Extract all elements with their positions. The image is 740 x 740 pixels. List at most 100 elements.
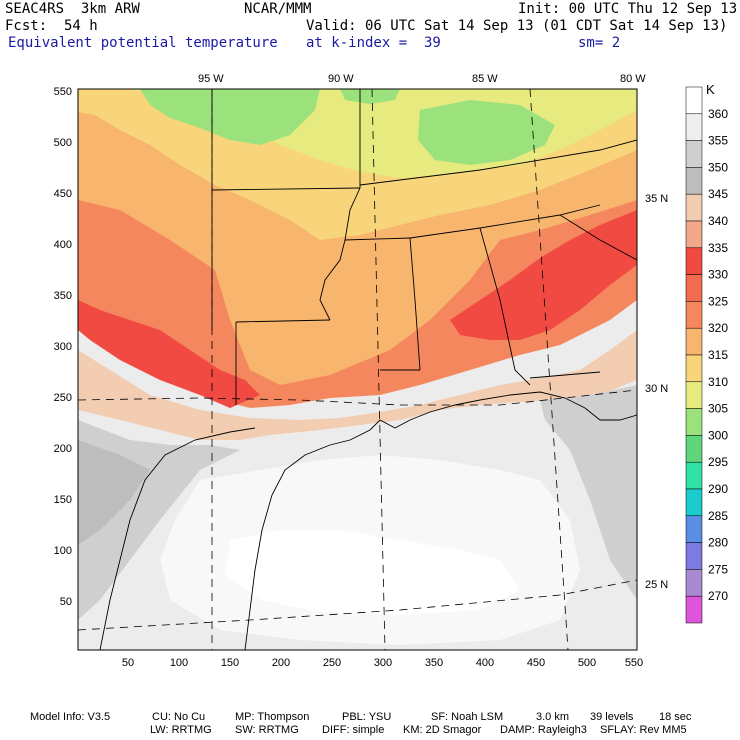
x-tick: 50	[122, 657, 134, 669]
title-model: SEAC4RS 3km ARW	[5, 1, 140, 17]
colorbar-swatch	[685, 408, 703, 436]
colorbar-swatch	[685, 515, 703, 543]
footer-item: DAMP: Rayleigh3	[500, 724, 587, 736]
colorbar-swatch	[685, 193, 703, 222]
x-tick: 100	[170, 657, 188, 669]
colorbar-label: 320	[708, 321, 728, 335]
field-name: Equivalent potential temperature	[8, 35, 278, 51]
y-tick: 450	[54, 188, 72, 200]
colorbar-unit: K	[706, 82, 715, 97]
footer-item: SW: RRTMG	[235, 724, 299, 736]
lon-label-95w: 95 W	[198, 73, 224, 85]
map-frame	[77, 88, 638, 651]
footer-item: DIFF: simple	[322, 724, 385, 736]
footer-item: PBL: YSU	[342, 711, 392, 723]
colorbar-swatch	[685, 247, 703, 275]
lat-label-35n: 35 N	[645, 193, 668, 205]
colorbar-swatch	[685, 113, 703, 141]
colorbar-label: 325	[708, 294, 728, 308]
lon-label-90w: 90 W	[328, 73, 354, 85]
colorbar-swatch	[685, 488, 703, 517]
y-tick: 150	[54, 494, 72, 506]
x-tick: 300	[374, 657, 392, 669]
colorbar-label: 335	[708, 241, 728, 255]
colorbar-swatch	[685, 140, 703, 168]
colorbar-label: 350	[708, 160, 728, 174]
x-tick: 550	[625, 657, 643, 669]
y-tick: 500	[54, 137, 72, 149]
x-tick: 150	[221, 657, 239, 669]
y-tick: 50	[60, 596, 72, 608]
colorbar-label: 290	[708, 482, 728, 496]
y-tick: 300	[54, 341, 72, 353]
colorbar-swatch	[685, 461, 703, 490]
footer-item: KM: 2D Smagor	[403, 724, 482, 736]
lat-label-30n: 30 N	[645, 383, 668, 395]
x-tick: 450	[527, 657, 545, 669]
colorbar-swatch	[685, 595, 703, 624]
y-tick: 200	[54, 443, 72, 455]
colorbar-swatch	[685, 220, 703, 249]
x-tick: 350	[425, 657, 443, 669]
colorbar-swatch	[685, 301, 703, 329]
forecast-hour: Fcst: 54 h	[5, 18, 98, 34]
graticule	[78, 89, 637, 650]
y-axis-ticks: 550 500 450 400 350 300 250 200 150 100 …	[54, 86, 72, 608]
colorbar-label: 270	[708, 589, 728, 603]
theta-e-field	[78, 89, 637, 650]
colorbar-label: 345	[708, 187, 728, 201]
colorbar-swatch	[685, 86, 703, 115]
y-tick: 400	[54, 239, 72, 251]
title-institution: NCAR/MMM	[244, 1, 312, 17]
colorbar-swatch	[685, 354, 703, 383]
footer-item: 39 levels	[590, 711, 634, 723]
colorbar-swatch	[685, 327, 703, 356]
k-index: at k-index = 39	[306, 35, 441, 51]
colorbar-swatch	[685, 381, 703, 409]
footer-item: 18 sec	[659, 711, 692, 723]
colorbar-label: 300	[708, 428, 728, 442]
lon-label-85w: 85 W	[472, 73, 498, 85]
lat-labels: 35 N 30 N 25 N	[645, 193, 668, 591]
x-tick: 400	[476, 657, 494, 669]
init-time: Init: 00 UTC Thu 12 Sep 13	[518, 1, 738, 17]
x-tick: 200	[272, 657, 290, 669]
colorbar-swatch	[685, 435, 703, 463]
x-tick: 250	[323, 657, 341, 669]
colorbar: 360 355 350 345 340 335 330 325 320 315 310 305 300 2…	[685, 86, 728, 624]
colorbar-label: 295	[708, 455, 728, 469]
smoothing: sm= 2	[578, 35, 621, 51]
colorbar-label: 275	[708, 562, 728, 576]
y-tick: 100	[54, 545, 72, 557]
footer-item: SF: Noah LSM	[431, 711, 504, 723]
colorbar-swatch	[685, 542, 703, 570]
colorbar-label: 305	[708, 402, 728, 416]
lon-label-80w: 80 W	[620, 73, 646, 85]
footer-item: CU: No Cu	[152, 711, 206, 723]
colorbar-label: 315	[708, 348, 728, 362]
colorbar-label: 280	[708, 536, 728, 550]
colorbar-swatch	[685, 274, 703, 302]
y-tick: 350	[54, 290, 72, 302]
lat-label-25n: 25 N	[645, 579, 668, 591]
footer-item: MP: Thompson	[235, 711, 310, 723]
y-tick: 550	[54, 86, 72, 98]
footer-item: SFLAY: Rev MM5	[600, 724, 687, 736]
valid-time: Valid: 06 UTC Sat 14 Sep 13 (01 CDT Sat …	[306, 18, 728, 34]
colorbar-swatch	[685, 569, 703, 597]
x-axis-ticks: 50 100 150 200 250 300 350 400 450 500 5…	[122, 657, 643, 669]
colorbar-label: 360	[708, 107, 728, 121]
lon-labels: 95 W 90 W 85 W 80 W	[198, 73, 646, 85]
colorbar-label: 285	[708, 509, 728, 523]
y-tick: 250	[54, 392, 72, 404]
colorbar-label: 355	[708, 134, 728, 148]
colorbar-swatch	[685, 167, 703, 195]
footer-item: 3.0 km	[536, 711, 570, 723]
colorbar-label: 330	[708, 268, 728, 282]
colorbar-label: 340	[708, 214, 728, 228]
x-tick: 500	[578, 657, 596, 669]
footer-item: Model Info: V3.5	[30, 711, 111, 723]
footer-item: LW: RRTMG	[150, 724, 212, 736]
colorbar-label: 310	[708, 375, 728, 389]
